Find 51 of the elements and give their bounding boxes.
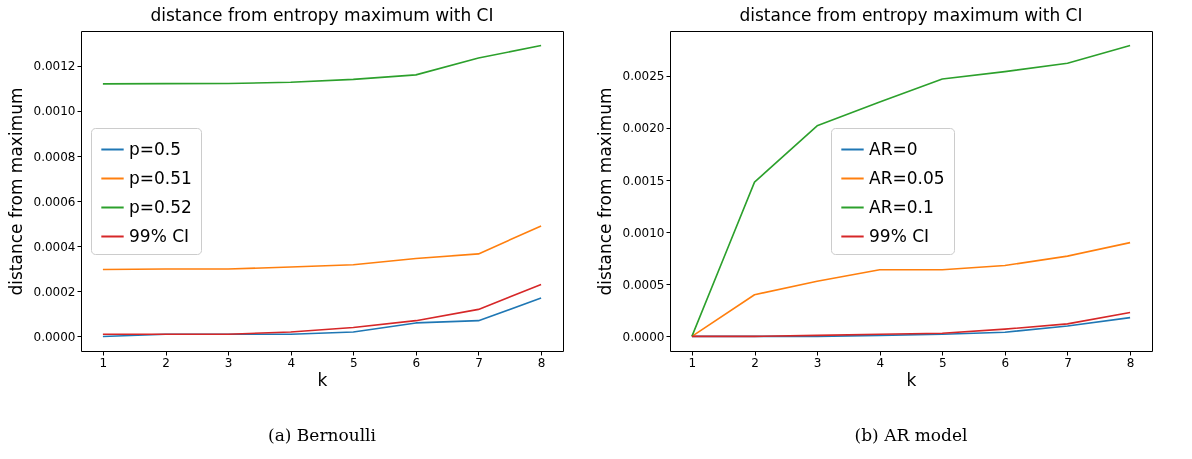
line-series	[102, 283, 542, 335]
x-tick-label: 8	[537, 355, 546, 370]
y-axis-title: distance from maximum	[594, 87, 615, 296]
y-tick-label: 0.0004	[33, 239, 76, 254]
x-tick-label: 6	[412, 355, 421, 370]
line-series	[102, 44, 542, 85]
legend-label: 99% CI	[869, 225, 930, 246]
legend-label: p=0.52	[129, 196, 192, 217]
x-axis-title: k	[906, 369, 917, 390]
y-tick-label: 0.0015	[622, 173, 665, 188]
x-tick-label: 5	[349, 355, 358, 370]
chart-title: distance from entropy maximum with CI	[739, 5, 1083, 25]
x-tick-label: 6	[1001, 355, 1010, 370]
y-tick-label: 0.0000	[33, 329, 76, 344]
y-tick-label: 0.0000	[622, 329, 665, 344]
legend-label: AR=0.05	[869, 167, 945, 188]
x-tick-label: 5	[938, 355, 947, 370]
x-tick-label: 1	[688, 355, 697, 370]
legend-label: 99% CI	[129, 225, 190, 246]
y-axis-title: distance from maximum	[5, 87, 26, 296]
legend-label: AR=0.1	[869, 196, 934, 217]
x-tick-label: 1	[99, 355, 108, 370]
y-tick-label: 0.0010	[622, 225, 665, 240]
x-axis-title: k	[317, 369, 328, 390]
text: (a) Bernoulli	[268, 425, 377, 445]
x-tick-label: 4	[287, 355, 296, 370]
legend-label: p=0.5	[129, 138, 182, 159]
y-tick-label: 0.0025	[622, 69, 665, 84]
x-tick-label: 7	[475, 355, 483, 370]
x-tick-label: 2	[751, 355, 759, 370]
y-tick-label: 0.0012	[33, 59, 76, 74]
line-series	[691, 311, 1131, 338]
y-tick-label: 0.0020	[622, 121, 665, 136]
x-tick-label: 3	[224, 355, 233, 370]
x-tick-label: 3	[813, 355, 822, 370]
line-series	[691, 241, 1131, 338]
legend-label: AR=0	[869, 138, 918, 159]
legend-label: p=0.51	[129, 167, 192, 188]
y-tick-label: 0.0005	[622, 277, 665, 292]
line-series	[102, 225, 542, 271]
y-tick-label: 0.0008	[33, 149, 76, 164]
x-tick-label: 4	[876, 355, 885, 370]
x-tick-label: 2	[162, 355, 170, 370]
text: (b) AR model	[854, 425, 968, 445]
x-tick-label: 7	[1064, 355, 1072, 370]
y-tick-label: 0.0006	[33, 194, 76, 209]
line-series	[691, 44, 1131, 338]
x-tick-label: 8	[1126, 355, 1135, 370]
y-tick-label: 0.0002	[33, 284, 76, 299]
chart-title: distance from entropy maximum with CI	[150, 5, 494, 25]
y-tick-label: 0.0010	[33, 104, 76, 119]
